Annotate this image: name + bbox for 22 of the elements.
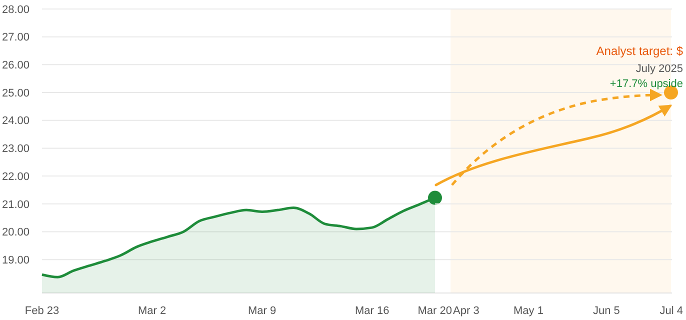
x-tick-label: Mar 16: [354, 305, 390, 317]
x-tick-label: Mar 9: [248, 305, 276, 317]
x-tick-label: Mar 20: [418, 305, 452, 317]
y-tick-label: 20.00: [2, 226, 30, 239]
y-tick-label: 27.00: [2, 32, 30, 44]
annotation: +17.7% upside: [610, 78, 683, 90]
y-tick-label: 28.00: [2, 4, 30, 16]
y-tick-label: 26.00: [2, 60, 30, 72]
y-tick-label: 25.00: [2, 87, 30, 100]
x-tick-label: Jul 4: [660, 305, 683, 317]
x-tick-label: Apr 3: [453, 305, 480, 317]
y-tick-label: 22.00: [2, 170, 30, 183]
x-tick-label: Feb 23: [24, 305, 60, 317]
y-tick-label: 24.00: [2, 115, 30, 128]
x-tick-label: May 1: [514, 305, 544, 317]
x-tick-label: Jun 5: [592, 305, 620, 317]
y-tick-label: 21.00: [2, 198, 30, 211]
annotation: Analyst target: $: [596, 44, 684, 58]
annotation: July 2025: [636, 63, 683, 75]
y-tick-label: 19.00: [2, 254, 30, 266]
x-tick-label: Mar 2: [138, 305, 166, 317]
y-tick-label: 23.00: [2, 143, 30, 156]
